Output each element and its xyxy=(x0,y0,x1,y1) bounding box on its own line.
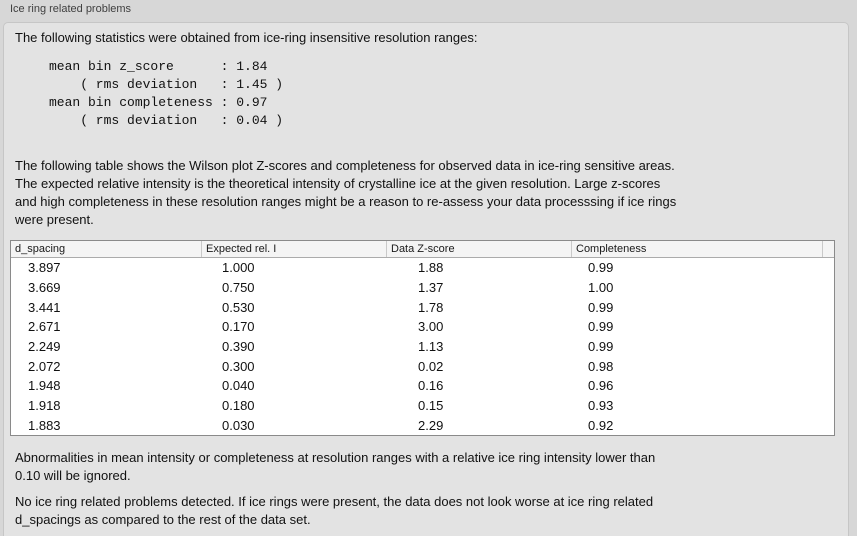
table-row[interactable]: 3.897 1.000 1.88 0.99 xyxy=(11,258,834,278)
table-cell: 0.98 xyxy=(588,358,614,374)
table-row[interactable]: 2.671 0.170 3.00 0.99 xyxy=(11,317,834,337)
table-cell: 0.180 xyxy=(222,397,255,413)
table-cell: 0.16 xyxy=(418,378,444,394)
groupbox-title: Ice ring related problems xyxy=(10,3,132,15)
table-cell: 1.13 xyxy=(418,338,444,354)
table-cell: 0.99 xyxy=(588,260,614,276)
text-line: mean bin completeness : 0.97 xyxy=(49,95,268,110)
table-cell: 0.030 xyxy=(222,417,255,433)
table-row[interactable]: 3.441 0.530 1.78 0.99 xyxy=(11,297,834,317)
table-cell: 1.918 xyxy=(28,397,61,413)
table-row[interactable]: 1.883 0.030 2.29 0.92 xyxy=(11,415,834,435)
table-cell: 0.92 xyxy=(588,417,614,433)
table-cell: 0.96 xyxy=(588,378,614,394)
table-cell: 0.99 xyxy=(588,299,614,315)
table-cell: 0.390 xyxy=(222,338,255,354)
table-cell: 3.897 xyxy=(28,260,61,276)
notes-text: Abnormalities in mean intensity or compl… xyxy=(15,449,655,485)
ice-ring-table: d_spacing Expected rel. I Data Z-score C… xyxy=(10,240,835,436)
table-cell: 2.072 xyxy=(28,358,61,374)
text-line: d_spacings as compared to the rest of th… xyxy=(15,512,311,527)
table-cell: 0.02 xyxy=(418,358,444,374)
table-cell: 1.37 xyxy=(418,279,444,295)
table-row[interactable]: 2.072 0.300 0.02 0.98 xyxy=(11,356,834,376)
stats-block: mean bin z_score : 1.84 ( rms deviation … xyxy=(49,58,283,130)
text-line: ( rms deviation : 0.04 ) xyxy=(49,113,284,128)
table-cell: 0.750 xyxy=(222,279,255,295)
conclusion-text: No ice ring related problems detected. I… xyxy=(15,493,653,529)
table-cell: 1.78 xyxy=(418,299,444,315)
text-line: were present. xyxy=(15,212,94,227)
table-cell: 0.15 xyxy=(418,397,444,413)
table-row[interactable]: 3.669 0.750 1.37 1.00 xyxy=(11,278,834,298)
table-cell: 1.948 xyxy=(28,378,61,394)
table-cell: 2.671 xyxy=(28,319,61,335)
intro-text: The following statistics were obtained f… xyxy=(15,30,478,45)
text-line: and high completeness in these resolutio… xyxy=(15,194,677,209)
table-cell: 3.00 xyxy=(418,319,444,335)
column-header-filler xyxy=(822,241,834,257)
text-line: The following table shows the Wilson plo… xyxy=(15,158,675,173)
groupbox: The following statistics were obtained f… xyxy=(3,22,849,536)
table-cell: 0.040 xyxy=(222,378,255,394)
table-cell: 0.93 xyxy=(588,397,614,413)
table-cell: 3.669 xyxy=(28,279,61,295)
table-header: d_spacing Expected rel. I Data Z-score C… xyxy=(11,241,834,258)
table-cell: 1.883 xyxy=(28,417,61,433)
table-cell: 2.249 xyxy=(28,338,61,354)
column-header-data-z-score[interactable]: Data Z-score xyxy=(386,241,571,257)
table-cell: 0.170 xyxy=(222,319,255,335)
text-line: The expected relative intensity is the t… xyxy=(15,176,661,191)
text-line: Abnormalities in mean intensity or compl… xyxy=(15,450,656,465)
column-header-completeness[interactable]: Completeness xyxy=(571,241,822,257)
table-cell: 0.530 xyxy=(222,299,255,315)
text-line: mean bin z_score : 1.84 xyxy=(49,59,268,74)
column-header-d-spacing[interactable]: d_spacing xyxy=(15,243,66,255)
table-cell: 0.99 xyxy=(588,319,614,335)
table-row[interactable]: 1.948 0.040 0.16 0.96 xyxy=(11,376,834,396)
table-cell: 1.00 xyxy=(588,279,614,295)
table-row[interactable]: 1.918 0.180 0.15 0.93 xyxy=(11,396,834,416)
column-header-expected-rel-i[interactable]: Expected rel. I xyxy=(201,241,386,257)
text-line: ( rms deviation : 1.45 ) xyxy=(49,77,284,92)
table-cell: 2.29 xyxy=(418,417,444,433)
text-line: 0.10 will be ignored. xyxy=(15,468,131,483)
table-row[interactable]: 2.249 0.390 1.13 0.99 xyxy=(11,337,834,357)
table-cell: 1.000 xyxy=(222,260,255,276)
table-cell: 1.88 xyxy=(418,260,444,276)
table-cell: 0.300 xyxy=(222,358,255,374)
text-line: No ice ring related problems detected. I… xyxy=(15,494,654,509)
table-cell: 3.441 xyxy=(28,299,61,315)
table-body: 3.897 1.000 1.88 0.99 3.669 0.750 1.37 1.00 3.44… xyxy=(11,258,834,435)
table-cell: 0.99 xyxy=(588,338,614,354)
description-text: The following table shows the Wilson plo… xyxy=(15,157,676,229)
